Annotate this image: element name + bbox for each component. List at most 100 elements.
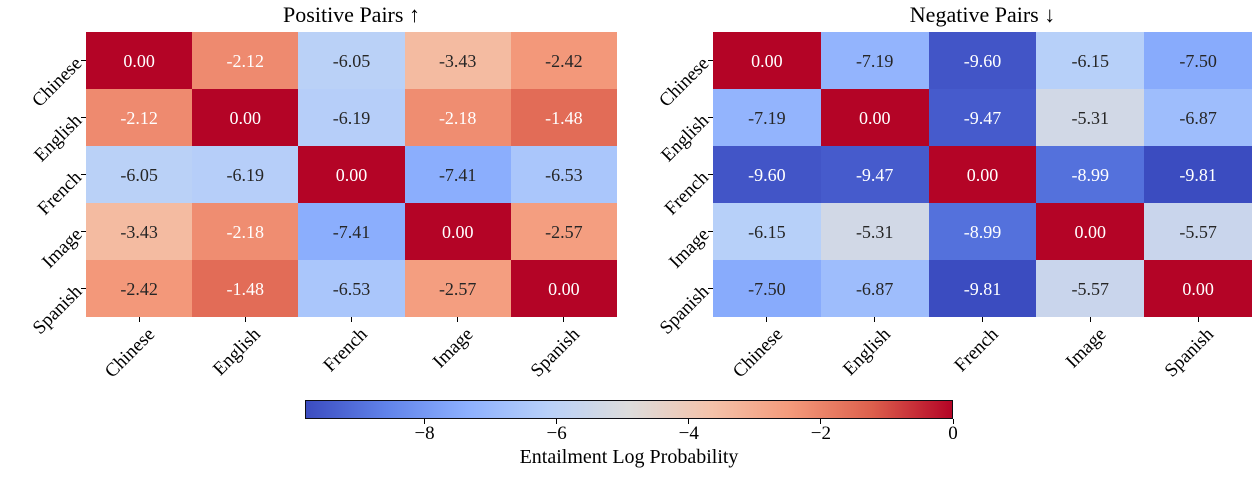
heatmap-cell: -6.53	[298, 260, 405, 317]
heatmap-cell: -7.50	[1144, 32, 1252, 89]
x-axis-tick	[766, 317, 768, 322]
heatmap-cell: -6.19	[298, 89, 405, 146]
heatmap-cell: -5.57	[1036, 260, 1145, 317]
x-tick-label: Image	[1061, 324, 1111, 373]
heatmap-cell: 0.00	[820, 89, 929, 146]
heatmap-cell: -6.15	[713, 203, 821, 260]
heatmap-cell: -2.42	[86, 260, 193, 317]
x-axis-tick	[1197, 317, 1199, 322]
heatmap-cell: -2.12	[86, 89, 193, 146]
x-axis-tick	[563, 317, 565, 322]
heatmap-cell: 0.00	[86, 32, 193, 89]
heatmap-cell: -2.57	[404, 260, 511, 317]
heatmap-cell: -6.15	[1036, 32, 1145, 89]
heatmap-cell: 0.00	[510, 260, 617, 317]
x-tick-label: Image	[429, 324, 478, 373]
heatmap-cell: -7.19	[820, 32, 929, 89]
heatmap-cell: -6.87	[1144, 89, 1252, 146]
heatmap-negative-pairs: 0.00 -7.19 -9.60 -6.15 -7.50 -7.19 0.00 -9.47 -5…	[713, 32, 1252, 317]
heatmap-cell: -7.41	[298, 203, 405, 260]
y-axis-tick	[708, 231, 713, 232]
heatmap-cell: 0.00	[298, 146, 405, 203]
heatmap-cell: -9.60	[713, 146, 821, 203]
colorbar-tick-label: −8	[414, 423, 435, 444]
heatmap-cell: 0.00	[1036, 203, 1145, 260]
colorbar-tick	[424, 419, 426, 424]
heatmap-positive-pairs: 0.00 -2.12 -6.05 -3.43 -2.42 -2.12 0.00 -6.19 -2…	[86, 32, 617, 317]
x-tick-label: English	[838, 324, 895, 380]
heatmap-cell: -5.57	[1144, 203, 1252, 260]
heatmap-cell: 0.00	[1144, 260, 1252, 317]
y-tick-label: French	[660, 166, 714, 219]
heatmap-cell: 0.00	[404, 203, 511, 260]
colorbar-tick	[556, 419, 558, 424]
heatmap-cell: -8.99	[1036, 146, 1145, 203]
heatmap-cell: 0.00	[928, 146, 1037, 203]
heatmap-cell: -2.12	[192, 32, 299, 89]
y-axis-tick	[81, 231, 86, 232]
heatmap-cell: -9.60	[928, 32, 1037, 89]
title-positive-pairs: Positive Pairs ↑	[283, 2, 420, 27]
title-negative-pairs: Negative Pairs ↓	[909, 2, 1056, 27]
heatmap-cell: -6.05	[298, 32, 405, 89]
y-axis-tick	[81, 174, 86, 175]
heatmap-cell: -2.42	[510, 32, 617, 89]
y-axis-tick	[81, 60, 86, 61]
y-tick-label: Chinese	[27, 52, 87, 111]
x-axis-tick	[244, 317, 246, 322]
heatmap-cell: -7.19	[713, 89, 821, 146]
colorbar-tick	[820, 419, 822, 424]
x-tick-label: Spanish	[1160, 324, 1218, 382]
colorbar	[305, 400, 953, 419]
heatmap-cell: -6.19	[192, 146, 299, 203]
heatmap-cell: -7.41	[404, 146, 511, 203]
colorbar-label: Entailment Log Probability	[519, 446, 739, 468]
colorbar-tick-label: −4	[678, 423, 699, 444]
y-tick-label: Spanish	[28, 280, 87, 339]
heatmap-cell: -2.57	[510, 203, 617, 260]
heatmap-cell: -1.48	[510, 89, 617, 146]
x-tick-label: French	[319, 324, 372, 377]
y-axis-tick	[708, 288, 713, 289]
x-axis-tick	[138, 317, 140, 322]
x-tick-label: Spanish	[526, 324, 584, 382]
heatmap-cell: -9.81	[1144, 146, 1252, 203]
colorbar-tick-label: −2	[810, 423, 831, 444]
heatmap-cell: -6.87	[820, 260, 929, 317]
heatmap-cell: -3.43	[86, 203, 193, 260]
heatmap-cell: -3.43	[404, 32, 511, 89]
y-tick-label: Image	[664, 223, 714, 273]
heatmap-cell: -9.47	[820, 146, 929, 203]
y-axis-tick	[708, 117, 713, 118]
colorbar-tick	[952, 419, 954, 424]
y-axis-tick	[81, 288, 86, 289]
x-tick-label: Chinese	[100, 324, 159, 383]
colorbar-tick-label: 0	[948, 423, 958, 444]
heatmap-cell: -1.48	[192, 260, 299, 317]
y-axis-tick	[708, 60, 713, 61]
heatmap-cell: 0.00	[713, 32, 821, 89]
heatmap-cell: -6.53	[510, 146, 617, 203]
y-tick-label: French	[33, 166, 87, 219]
y-tick-label: Chinese	[654, 52, 714, 111]
x-axis-tick	[874, 317, 876, 322]
x-tick-label: Chinese	[728, 324, 787, 383]
x-tick-label: English	[209, 324, 266, 380]
x-axis-tick	[1089, 317, 1091, 322]
y-tick-label: Image	[37, 223, 87, 273]
y-axis-tick	[81, 117, 86, 118]
colorbar-tick	[688, 419, 690, 424]
heatmap-cell: 0.00	[192, 89, 299, 146]
heatmap-cell: -7.50	[713, 260, 821, 317]
heatmap-cell: -5.31	[1036, 89, 1145, 146]
y-tick-label: Spanish	[655, 280, 714, 339]
heatmap-cell: -6.05	[86, 146, 193, 203]
heatmap-cell: -8.99	[928, 203, 1037, 260]
x-tick-label: French	[950, 324, 1003, 377]
x-axis-tick	[351, 317, 352, 322]
colorbar-tick-label: −6	[546, 423, 567, 444]
y-axis-tick	[708, 174, 713, 175]
heatmap-cell: -5.31	[820, 203, 929, 260]
x-axis-tick	[457, 317, 459, 322]
